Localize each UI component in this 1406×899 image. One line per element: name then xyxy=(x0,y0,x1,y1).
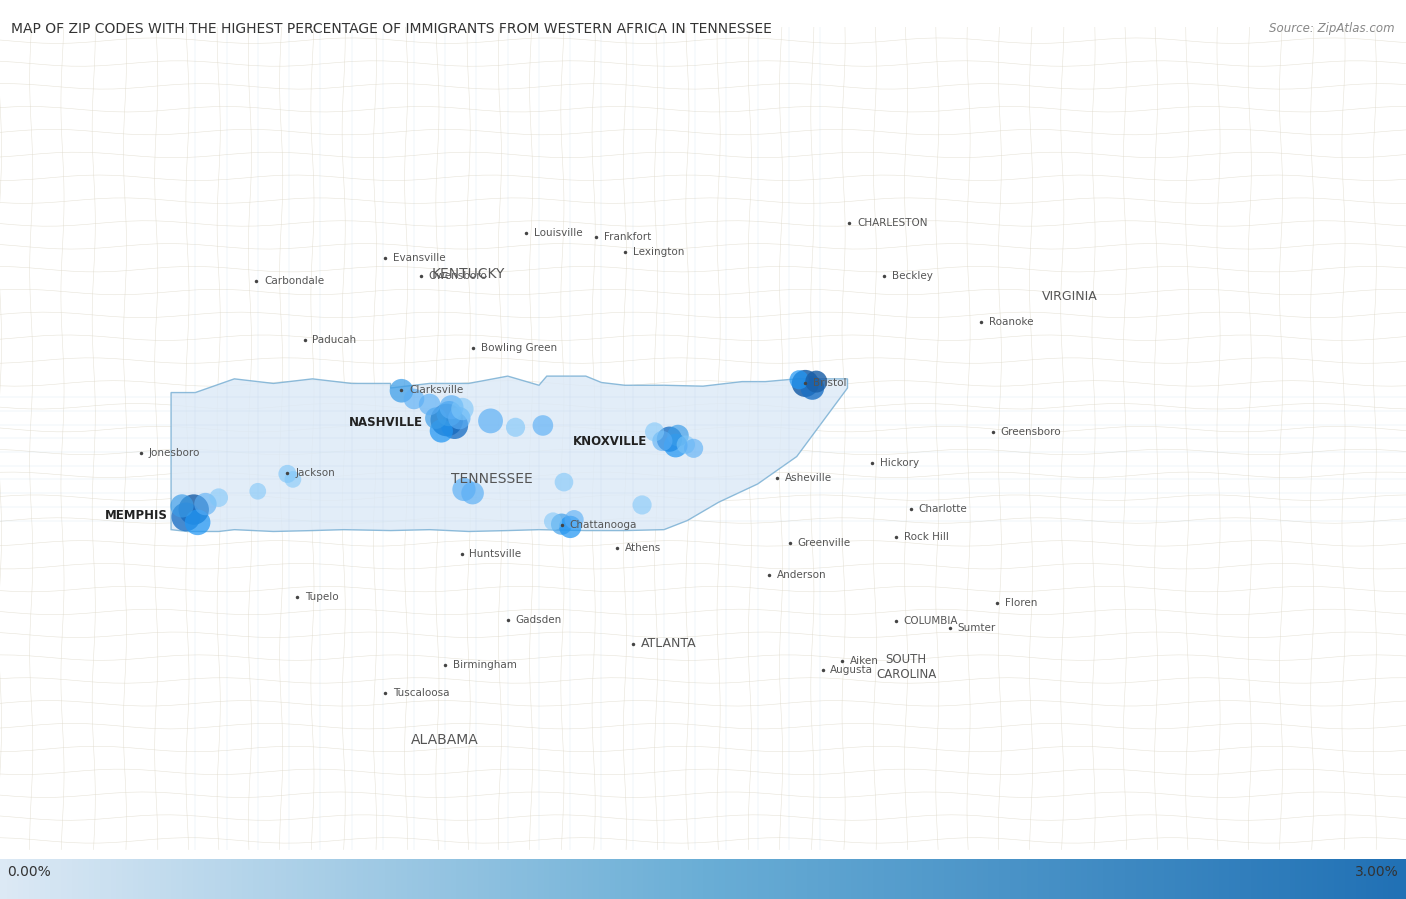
Text: MEMPHIS: MEMPHIS xyxy=(105,510,167,522)
Text: Carbondale: Carbondale xyxy=(264,276,325,286)
Point xyxy=(194,497,217,512)
Point xyxy=(801,381,824,396)
Polygon shape xyxy=(172,376,848,531)
Point xyxy=(187,515,209,530)
Point xyxy=(443,418,465,432)
Point xyxy=(276,467,298,481)
Text: Source: ZipAtlas.com: Source: ZipAtlas.com xyxy=(1270,22,1395,35)
Point xyxy=(402,392,425,406)
Point xyxy=(666,428,689,442)
Point xyxy=(183,503,205,517)
Text: 0.00%: 0.00% xyxy=(7,865,51,879)
Point xyxy=(505,420,527,434)
Text: Aiken: Aiken xyxy=(849,656,879,666)
Point xyxy=(658,432,681,447)
Point xyxy=(430,423,453,438)
Text: Frankfort: Frankfort xyxy=(603,232,651,242)
Text: CHARLESTON: CHARLESTON xyxy=(856,218,928,228)
Point xyxy=(479,414,502,428)
Point xyxy=(806,374,828,388)
Text: Asheville: Asheville xyxy=(785,473,832,483)
Point xyxy=(560,520,582,534)
Point xyxy=(391,384,413,398)
Text: Sumter: Sumter xyxy=(957,623,995,634)
Text: Beckley: Beckley xyxy=(891,271,934,280)
Point xyxy=(449,411,471,425)
Text: Birmingham: Birmingham xyxy=(453,660,517,670)
Text: VIRGINIA: VIRGINIA xyxy=(1042,290,1098,303)
Point xyxy=(631,498,654,512)
Text: Tupelo: Tupelo xyxy=(305,592,339,602)
Point xyxy=(644,424,666,439)
Text: KENTUCKY: KENTUCKY xyxy=(432,267,505,280)
Text: Augusta: Augusta xyxy=(831,664,873,674)
Text: NASHVILLE: NASHVILLE xyxy=(349,416,423,429)
Text: Gadsden: Gadsden xyxy=(516,615,562,625)
Point xyxy=(208,491,231,505)
Point xyxy=(541,514,564,529)
Point xyxy=(651,434,673,449)
Point xyxy=(562,512,585,527)
Point xyxy=(440,400,463,414)
Text: 3.00%: 3.00% xyxy=(1355,865,1399,879)
Point xyxy=(794,376,817,390)
Point xyxy=(553,475,575,489)
Text: Hickory: Hickory xyxy=(880,458,918,468)
Text: SOUTH
CAROLINA: SOUTH CAROLINA xyxy=(876,653,936,681)
Text: Rock Hill: Rock Hill xyxy=(904,532,949,542)
Text: Tuscaloosa: Tuscaloosa xyxy=(392,689,450,699)
Point xyxy=(787,372,810,387)
Text: Greensboro: Greensboro xyxy=(1001,427,1062,437)
Point xyxy=(453,482,475,496)
Point xyxy=(665,439,688,453)
Text: ALABAMA: ALABAMA xyxy=(412,733,479,747)
Text: Greenville: Greenville xyxy=(797,539,851,548)
Text: TENNESSEE: TENNESSEE xyxy=(451,472,533,486)
Point xyxy=(451,402,474,416)
Text: Paducah: Paducah xyxy=(312,334,357,344)
Point xyxy=(531,418,554,432)
Point xyxy=(436,413,458,427)
Text: KNOXVILLE: KNOXVILLE xyxy=(572,435,647,449)
Text: Clarksville: Clarksville xyxy=(409,385,464,395)
Text: Owensboro: Owensboro xyxy=(429,271,488,281)
Text: Chattanooga: Chattanooga xyxy=(569,521,637,530)
Point xyxy=(419,397,441,412)
Text: ATLANTA: ATLANTA xyxy=(641,637,696,650)
Point xyxy=(461,486,484,501)
Text: Charlotte: Charlotte xyxy=(918,503,967,513)
Text: Louisville: Louisville xyxy=(534,227,583,237)
Text: Huntsville: Huntsville xyxy=(470,549,522,559)
Point xyxy=(675,438,697,452)
Text: Anderson: Anderson xyxy=(778,570,827,581)
Text: Roanoke: Roanoke xyxy=(988,317,1033,327)
Text: Jonesboro: Jonesboro xyxy=(149,448,200,458)
Text: Evansville: Evansville xyxy=(392,254,446,263)
Point xyxy=(246,484,269,498)
Text: COLUMBIA: COLUMBIA xyxy=(904,616,959,626)
Text: MAP OF ZIP CODES WITH THE HIGHEST PERCENTAGE OF IMMIGRANTS FROM WESTERN AFRICA I: MAP OF ZIP CODES WITH THE HIGHEST PERCEN… xyxy=(11,22,772,37)
Point xyxy=(550,517,572,531)
Text: Lexington: Lexington xyxy=(633,247,685,257)
Text: Athens: Athens xyxy=(624,543,661,553)
Point xyxy=(437,406,460,421)
Text: Bowling Green: Bowling Green xyxy=(481,343,557,352)
Point xyxy=(425,411,447,425)
Point xyxy=(281,472,304,486)
Text: Jackson: Jackson xyxy=(295,468,335,478)
Point xyxy=(682,441,704,456)
Text: Bristol: Bristol xyxy=(813,378,846,388)
Point xyxy=(170,499,193,513)
Text: Floren: Floren xyxy=(1005,598,1038,608)
Point xyxy=(174,510,197,524)
